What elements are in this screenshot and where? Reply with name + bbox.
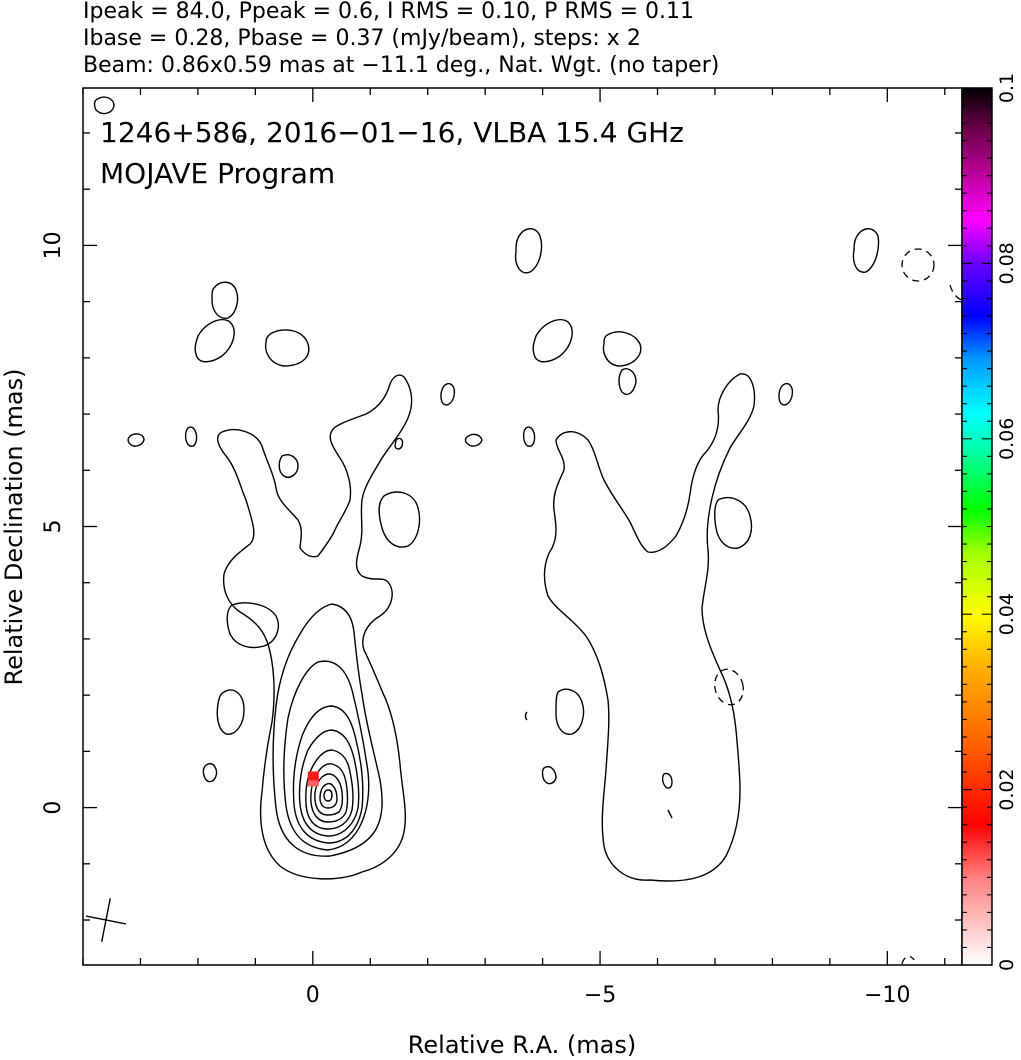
contour-i-level-7 <box>310 763 349 823</box>
contour-p-island <box>618 368 637 396</box>
contour-p-island <box>532 318 573 363</box>
contour-i-island <box>852 228 880 273</box>
contour-p-negative <box>949 284 962 301</box>
contour-i-base-envelope <box>216 374 413 880</box>
contour-i-level-3 <box>283 660 370 851</box>
contour-p-island <box>524 711 528 721</box>
x-tick-label: −10 <box>864 983 910 1008</box>
contour-i-island <box>184 426 198 447</box>
colorbar-tick-label: 0.02 <box>996 768 1018 810</box>
contour-p-island <box>522 426 536 447</box>
contour-p-island <box>778 382 794 406</box>
colorbar-tick-label: 0.1 <box>996 73 1018 103</box>
contour-i-island <box>264 329 310 367</box>
beam-marker <box>85 898 127 942</box>
contour-i-level-4 <box>292 705 364 844</box>
map-area <box>85 96 962 965</box>
contour-i-island <box>278 454 299 478</box>
contour-i-island <box>394 437 404 450</box>
contour-p-negative <box>901 248 935 282</box>
contour-p-envelope <box>543 373 756 882</box>
axes: 0 −5 −10 0 5 10 <box>41 88 962 1008</box>
y-tick-label: 10 <box>41 231 66 259</box>
map-subtitle: MOJAVE Program <box>100 157 335 190</box>
pol-color-pixel <box>307 771 319 781</box>
contour-i-island <box>440 382 456 406</box>
contour-i-level-10 <box>323 789 333 802</box>
contour-i-island <box>514 228 543 274</box>
contour-p-island <box>541 766 557 785</box>
polarization-color-pixels <box>307 771 319 787</box>
x-tick-label: 0 <box>306 983 320 1008</box>
header-stats-line: Ipeak = 84.0, Ppeak = 0.6, I RMS = 0.10,… <box>83 0 694 24</box>
contour-i-island <box>216 689 245 735</box>
contour-p-negative <box>714 668 744 706</box>
contour-i-island <box>464 433 483 447</box>
contour-i-island <box>127 433 145 447</box>
contour-p-island <box>661 772 673 789</box>
header-base-line: Ibase = 0.28, Pbase = 0.37 (mJy/beam), s… <box>83 26 641 51</box>
beam-minor-axis <box>85 915 127 925</box>
map-title: 1246+586, 2016−01−16, VLBA 15.4 GHz <box>100 116 684 149</box>
y-axis-label: Relative Declination (mas) <box>0 368 28 685</box>
x-tick-label: −5 <box>584 983 616 1008</box>
colorbar-tick-label: 0 <box>996 959 1018 971</box>
contour-i-island <box>93 96 115 115</box>
contour-i-island <box>202 763 218 783</box>
contour-i-level-5 <box>298 729 360 837</box>
contour-i-island <box>226 602 280 649</box>
contour-i-island <box>378 491 421 548</box>
contour-p-negative <box>901 955 915 965</box>
x-axis-label: Relative R.A. (mas) <box>408 1031 636 1059</box>
colorbar-tick-label: 0.04 <box>996 593 1018 635</box>
contour-i-level-6 <box>305 749 354 830</box>
y-tick-label: 0 <box>41 801 66 815</box>
contour-i-level-8 <box>314 773 344 816</box>
header-beam-line: Beam: 0.86x0.59 mas at −11.1 deg., Nat. … <box>83 53 719 78</box>
colorbar-tick-label: 0.06 <box>996 418 1018 460</box>
contour-p-island <box>555 688 585 735</box>
contour-i-level-2 <box>272 603 383 857</box>
y-tick-label: 5 <box>41 520 66 534</box>
contour-p-island <box>713 497 753 549</box>
colorbar-axis: 0 0.02 0.04 0.06 0.08 0.1 <box>962 73 1018 971</box>
contour-p-island <box>602 331 642 367</box>
pol-color-pixel <box>307 780 319 787</box>
contour-i-island <box>194 318 235 363</box>
contour-i-island <box>237 135 245 143</box>
contour-i-island <box>211 281 239 319</box>
polarization-contours <box>522 248 962 965</box>
plot-frame <box>82 87 963 966</box>
contour-i-level-9 <box>319 782 338 809</box>
colorbar-tick-label: 0.08 <box>996 242 1018 284</box>
stokes-i-contours <box>93 96 880 880</box>
contour-p-island <box>667 809 673 819</box>
